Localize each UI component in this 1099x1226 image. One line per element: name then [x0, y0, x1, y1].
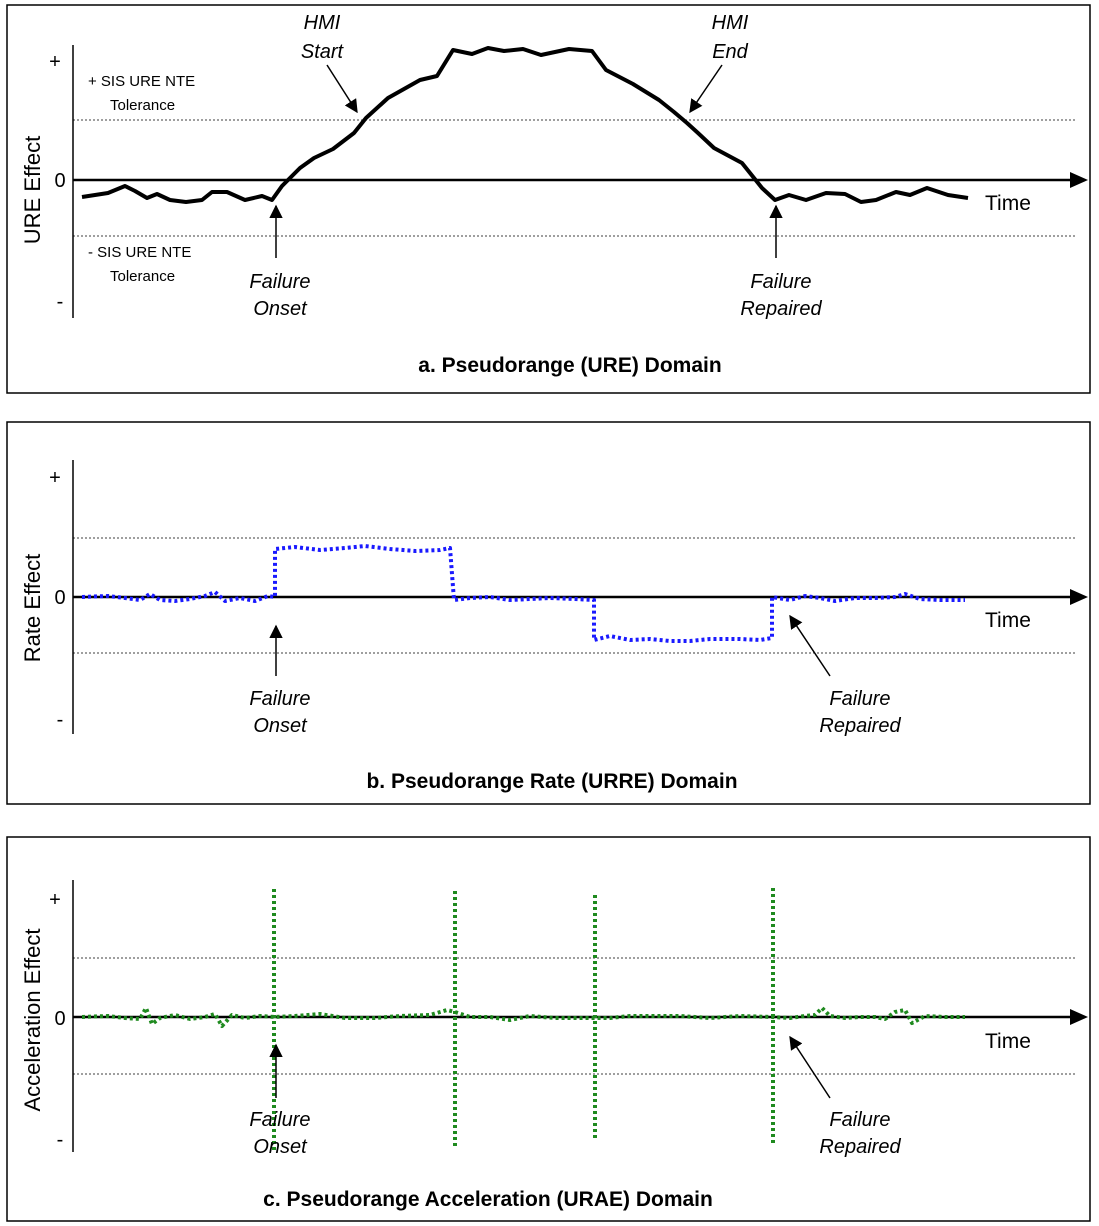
panel-c-tick-plus: + — [49, 889, 61, 911]
panel-a-failure-onset-line2: Onset — [253, 298, 308, 320]
panel-a-failure-repaired-line1: Failure — [750, 271, 811, 293]
panel-a-tol-minus-line2: Tolerance — [110, 268, 175, 285]
panel-c-x-label: Time — [985, 1030, 1031, 1053]
panel-b-caption: b. Pseudorange Rate (URRE) Domain — [366, 770, 737, 793]
panel-a-y-label: URE Effect — [20, 136, 45, 244]
panel-b: + 0 - Rate Effect Time Failure Onset Fai… — [6, 421, 1091, 805]
panel-a-failure-onset-line1: Failure — [249, 271, 310, 293]
panel-a-hmi-end-line2: End — [712, 41, 748, 63]
panel-b-frame — [6, 421, 1091, 805]
panel-a-tick-plus: + — [49, 51, 61, 73]
panel-b-tick-plus: + — [49, 467, 61, 489]
panel-c-y-label: Acceleration Effect — [20, 928, 45, 1111]
panel-c-failure-onset-line2: Onset — [253, 1136, 308, 1158]
panel-a-hmi-end-line1: HMI — [712, 12, 749, 34]
panel-b-x-label: Time — [985, 609, 1031, 632]
panel-a-hmi-start-line2: Start — [301, 41, 345, 63]
panel-b-failure-onset-line1: Failure — [249, 688, 310, 710]
panel-b-failure-repaired-line1: Failure — [829, 688, 890, 710]
panel-a-frame — [6, 4, 1091, 394]
panel-a-tick-minus: - — [57, 291, 64, 313]
panel-b-y-label: Rate Effect — [20, 554, 45, 662]
panel-a: + 0 - URE Effect + SIS URE NTE Tolerance… — [6, 4, 1091, 394]
panel-b-x-axis-arrowhead — [1070, 589, 1088, 605]
panel-a-tick-zero: 0 — [54, 170, 65, 192]
panel-b-tick-zero: 0 — [54, 587, 65, 609]
panel-b-tick-minus: - — [57, 709, 64, 731]
panel-c: + 0 - Acceleration Effect Time Failure O… — [6, 836, 1091, 1222]
panel-a-hmi-start-line1: HMI — [304, 12, 341, 34]
panel-b-failure-onset-line2: Onset — [253, 715, 308, 737]
panel-a-tol-plus-line2: Tolerance — [110, 97, 175, 114]
panel-a-tol-minus-line1: - SIS URE NTE — [88, 244, 191, 261]
panel-a-x-label: Time — [985, 192, 1031, 215]
panel-c-failure-onset-line1: Failure — [249, 1109, 310, 1131]
panel-c-accel-curve — [81, 1006, 965, 1028]
panel-c-frame — [6, 836, 1091, 1222]
panel-a-failure-repaired-line2: Repaired — [740, 298, 822, 320]
panel-a-hmi-start-arrow — [326, 64, 358, 114]
panel-a-caption: a. Pseudorange (URE) Domain — [418, 354, 721, 377]
panel-c-tick-zero: 0 — [54, 1008, 65, 1030]
panel-c-failure-repaired-arrow — [789, 1035, 831, 1099]
panel-a-hmi-end-arrow — [689, 64, 723, 114]
panel-c-failure-repaired-line1: Failure — [829, 1109, 890, 1131]
panel-a-ure-curve — [81, 46, 969, 204]
panel-c-caption: c. Pseudorange Acceleration (URAE) Domai… — [263, 1188, 713, 1211]
panel-c-x-axis-arrowhead — [1070, 1009, 1088, 1025]
panel-c-tick-minus: - — [57, 1129, 64, 1151]
panel-c-failure-repaired-line2: Repaired — [819, 1136, 901, 1158]
panel-b-failure-repaired-arrow — [789, 614, 831, 677]
panel-b-failure-repaired-line2: Repaired — [819, 715, 901, 737]
panel-a-tol-plus-line1: + SIS URE NTE — [88, 73, 195, 90]
panel-b-rate-curve — [81, 544, 965, 643]
panel-a-x-axis-arrowhead — [1070, 172, 1088, 188]
